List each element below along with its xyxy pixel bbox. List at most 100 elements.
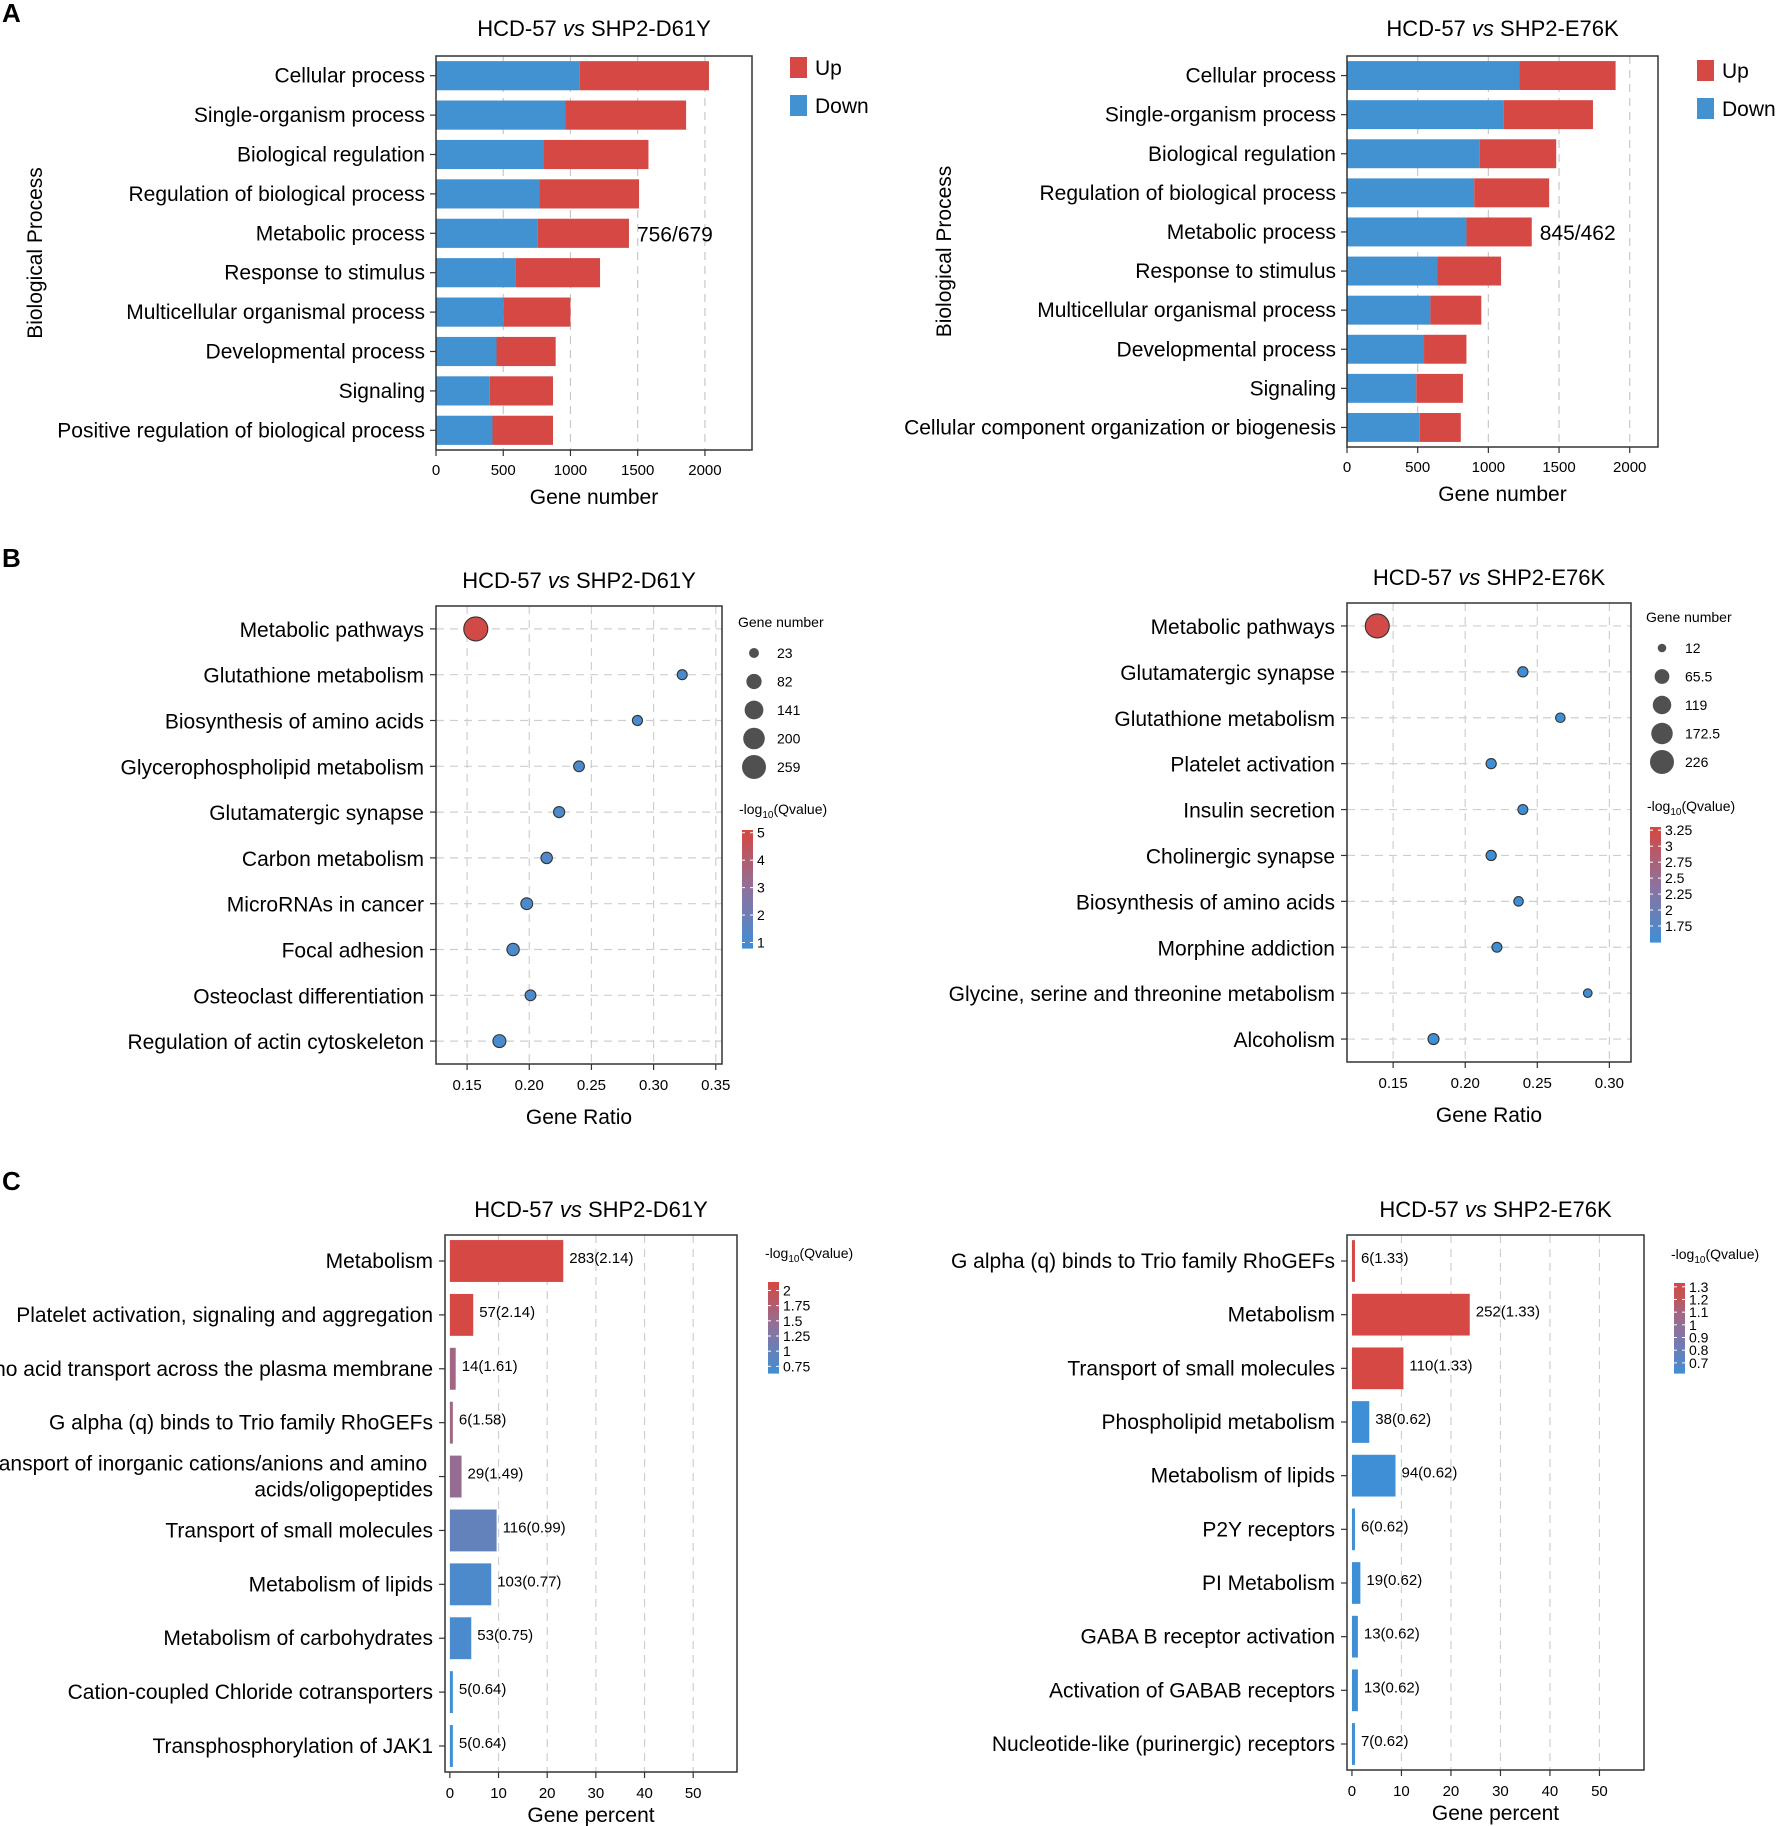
color-scale-segment — [1650, 847, 1661, 851]
point — [540, 851, 553, 865]
bar-value-label: 14(1.61) — [462, 1358, 518, 1375]
bar-up — [543, 139, 649, 170]
color-legend-subscript: 10 — [1670, 807, 1682, 818]
x-tick-label: 0.20 — [515, 1077, 544, 1094]
category-label: Platelet activation, signaling and aggre… — [16, 1304, 433, 1327]
color-scale-segment — [1674, 1292, 1685, 1295]
category-label: Metabolic pathways — [1151, 616, 1335, 639]
color-scale-segment — [768, 1354, 779, 1358]
color-scale-segment — [768, 1295, 779, 1299]
color-scale-segment — [1674, 1307, 1685, 1311]
x-tick-label: 30 — [588, 1785, 605, 1802]
color-scale-segment — [1650, 896, 1661, 900]
chart-b-e76k: HCD-57 vs SHP2-E76K Metabolic pathways Glu… — [949, 565, 1736, 1127]
point — [463, 616, 489, 642]
bar-up — [1519, 61, 1616, 91]
point — [631, 714, 644, 727]
color-legend-title: -log10(Qvalue) — [1647, 798, 1735, 818]
bar-value-label: 19(0.62) — [1366, 1572, 1422, 1589]
color-scale-segment — [1674, 1366, 1685, 1370]
bar-up — [539, 179, 640, 209]
bar-annotation: 756/679 — [637, 223, 713, 246]
point — [1491, 941, 1503, 953]
legend-label-up: Up — [815, 57, 842, 80]
color-scale-segment — [1674, 1312, 1685, 1316]
bar-up — [1419, 412, 1461, 442]
category-label-line-1: Transport of inorganic cations/anions an… — [0, 1453, 433, 1476]
bar-down — [436, 297, 504, 327]
color-legend-title-suffix: (Qvalue) — [773, 801, 827, 817]
color-scale-segment — [742, 850, 753, 855]
color-scale-segment — [768, 1343, 779, 1347]
color-scale-segment — [742, 844, 753, 849]
color-scale-segment — [1674, 1328, 1685, 1331]
color-scale-segment — [1674, 1352, 1685, 1356]
category-label: Positive regulation of biological proces… — [57, 419, 425, 442]
color-scale-segment — [742, 894, 753, 899]
color-scale-segment — [1674, 1323, 1685, 1327]
size-legend-label: 141 — [777, 702, 801, 718]
x-tick-label: 1000 — [1472, 459, 1505, 476]
category-label: Signaling — [339, 380, 425, 403]
color-legend-subscript: 10 — [1694, 1255, 1706, 1266]
color-scale-segment — [742, 915, 753, 920]
chart-c-d61y: HCD-57 vs SHP2-D61Y 283(2.14) Metabolism 57… — [0, 1197, 853, 1826]
category-label: Alcoholism — [1233, 1029, 1335, 1052]
category-label: Metabolic pathways — [240, 619, 424, 642]
color-scale-segment — [742, 868, 753, 872]
category-label: Response to stimulus — [1135, 260, 1336, 283]
category-label: Regulation of biological process — [128, 183, 425, 206]
category-label: Cation-coupled Chloride cotransporters — [68, 1681, 433, 1704]
category-label: Cellular process — [274, 65, 425, 88]
bar — [449, 1725, 453, 1767]
color-scale-segment — [1650, 930, 1661, 934]
bar-value-label: 94(0.62) — [1402, 1465, 1458, 1482]
bar — [449, 1671, 453, 1714]
x-axis-label: Gene Ratio — [1436, 1104, 1542, 1127]
color-scale-segment — [1674, 1298, 1685, 1302]
color-scale-segment — [1674, 1339, 1685, 1343]
color-scale-segment — [742, 874, 753, 878]
bar — [1351, 1508, 1355, 1551]
title-vs: vs — [1465, 1197, 1487, 1222]
plot-frame — [435, 605, 723, 1065]
size-legend-dot — [743, 727, 765, 750]
category-label: Glutathione metabolism — [203, 665, 424, 688]
x-tick-label: 0.15 — [1379, 1075, 1408, 1092]
point — [552, 805, 566, 819]
title-vs: vs — [563, 16, 585, 41]
color-scale-segment — [742, 862, 753, 866]
color-scale-segment — [1650, 913, 1661, 917]
color-scale-segment — [768, 1338, 779, 1342]
chart-a-e76k: HCD-57 vs SHP2-E76K Cellular process Singl… — [904, 16, 1776, 506]
size-legend-title: Gene number — [1646, 609, 1732, 625]
point — [524, 989, 537, 1002]
color-scale-segment — [1650, 827, 1661, 831]
color-scale-segment — [768, 1297, 779, 1301]
color-scale-tick-label: 4 — [757, 852, 765, 868]
point — [492, 1034, 507, 1049]
color-scale-segment — [742, 939, 753, 943]
color-scale-tick-label: 3.25 — [1665, 822, 1692, 838]
color-scale-segment — [742, 832, 753, 837]
x-tick-label: 0.25 — [577, 1077, 606, 1094]
bar-down — [1347, 139, 1480, 169]
color-legend-title-main: -log — [739, 801, 762, 817]
category-label: Insulin secretion — [1183, 800, 1335, 823]
color-legend-title-suffix: (Qvalue) — [799, 1245, 853, 1261]
category-label: Developmental process — [206, 341, 425, 364]
point — [676, 669, 688, 681]
category-label: Cellular component organization or bioge… — [904, 416, 1336, 439]
color-scale-segment — [768, 1368, 779, 1372]
color-scale-segment — [742, 912, 753, 917]
panel-letter-c: C — [2, 1166, 21, 1196]
color-scale-segment — [768, 1304, 779, 1308]
color-scale-segment — [742, 838, 753, 843]
bar-down — [436, 218, 538, 248]
y-axis-label: Biological Process — [24, 167, 47, 339]
color-scale-segment — [768, 1350, 779, 1354]
color-scale-tick-label: 0.8 — [1689, 1342, 1709, 1358]
x-axis-label: Gene percent — [1432, 1802, 1559, 1825]
x-tick-label: 1500 — [621, 462, 654, 479]
bar-value-label: 116(0.99) — [503, 1519, 566, 1536]
